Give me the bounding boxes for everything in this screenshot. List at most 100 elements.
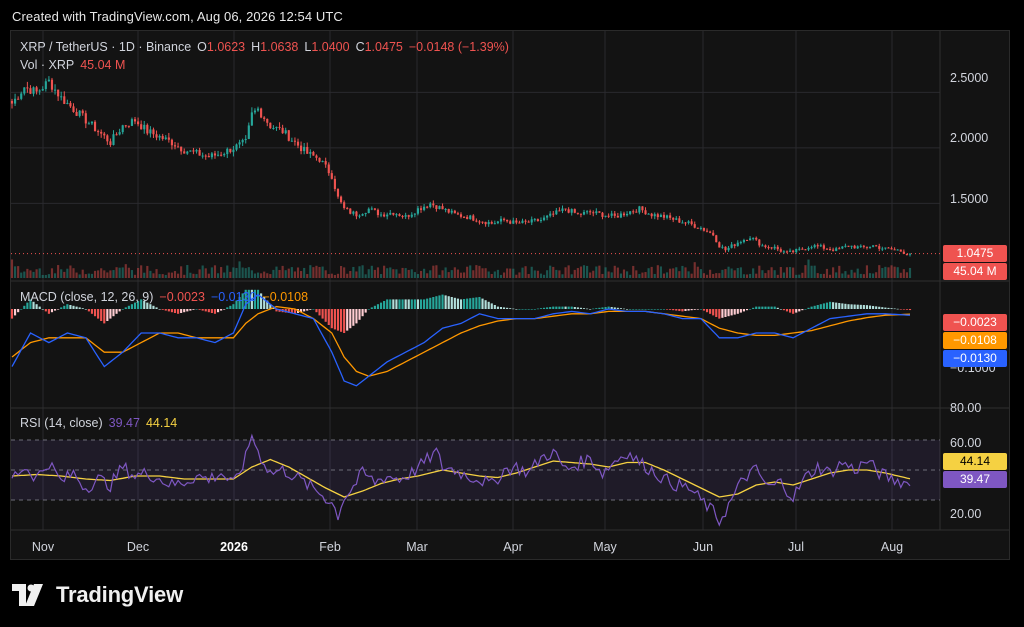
candle-body xyxy=(112,134,115,145)
volume-bar xyxy=(463,272,466,278)
candle-body xyxy=(598,211,601,213)
volume-bar xyxy=(632,265,635,278)
candle-body xyxy=(389,212,392,215)
candle-body xyxy=(69,102,72,107)
candle-body xyxy=(576,212,579,214)
volume-bar xyxy=(318,267,321,278)
candle-body xyxy=(176,146,180,148)
volume-bar xyxy=(60,269,63,278)
candle-body xyxy=(635,211,638,213)
macd-histogram-bar xyxy=(60,307,63,309)
macd-histogram-bar xyxy=(223,309,226,310)
candle-body xyxy=(17,98,20,100)
macd-histogram-bar xyxy=(592,308,595,310)
macd-histogram-bar xyxy=(100,309,103,321)
volume-bar xyxy=(429,270,432,278)
candle-body xyxy=(859,245,862,247)
macd-histogram-bar xyxy=(788,309,792,313)
volume-bar xyxy=(293,271,297,278)
tradingview-brand[interactable]: TradingView xyxy=(12,582,183,608)
macd-histogram-bar xyxy=(130,304,134,309)
volume-bar xyxy=(865,265,869,278)
volume-bar xyxy=(395,269,398,278)
candle-body xyxy=(41,88,44,91)
candle-body xyxy=(610,213,613,216)
candle-body xyxy=(235,144,238,150)
candle-body xyxy=(552,213,555,215)
x-label-aug: Aug xyxy=(880,540,904,554)
volume-bar xyxy=(481,268,484,278)
volume-bar xyxy=(90,273,94,278)
candle-body xyxy=(318,157,321,162)
volume-bar xyxy=(238,261,241,278)
volume-bar xyxy=(343,267,346,278)
volume-bar xyxy=(850,269,853,278)
candle-body xyxy=(232,149,235,153)
chart-area[interactable] xyxy=(10,30,1010,560)
volume-bar xyxy=(604,267,607,278)
volume-bar xyxy=(527,273,530,278)
candle-body xyxy=(293,140,297,142)
volume-bar xyxy=(389,267,392,278)
candle-body xyxy=(398,214,401,216)
macd-histogram-bar xyxy=(499,307,503,309)
macd-histogram-bar xyxy=(339,309,343,332)
candle-body xyxy=(124,125,127,127)
macd-histogram-bar xyxy=(847,304,850,309)
macd-histogram-bar xyxy=(57,309,60,310)
volume-bar xyxy=(542,274,546,278)
macd-histogram-bar xyxy=(736,309,739,314)
volume-bar xyxy=(641,272,644,278)
volume-bar xyxy=(841,273,844,278)
volume-bar xyxy=(582,265,586,278)
macd-histogram-bar xyxy=(647,309,650,310)
macd-histogram-bar xyxy=(859,304,862,309)
macd-histogram-bar xyxy=(792,309,795,314)
candle-body xyxy=(592,212,595,214)
volume-bar xyxy=(724,269,727,278)
macd-histogram-bar xyxy=(509,308,512,309)
macd-hist-value: −0.0023 xyxy=(159,290,205,304)
volume-bar xyxy=(383,265,386,278)
candle-body xyxy=(10,100,14,104)
volume-bar xyxy=(413,272,416,278)
volume-bar xyxy=(127,267,130,278)
macd-histogram-bar xyxy=(349,309,352,329)
candle-body xyxy=(650,213,653,217)
volume-bar xyxy=(401,267,404,278)
macd-histogram-bar xyxy=(625,309,629,310)
macd-histogram-bar xyxy=(502,307,506,309)
rsi-ma-line xyxy=(11,458,911,498)
volume-bar xyxy=(813,265,816,278)
macd-histogram-bar xyxy=(779,309,782,310)
volume-bar xyxy=(349,271,352,278)
macd-histogram-bar xyxy=(63,305,66,309)
volume-bar xyxy=(552,266,555,278)
candle-body xyxy=(29,88,32,94)
candle-body xyxy=(665,215,669,218)
macd-histogram-bar xyxy=(93,309,97,317)
candle-body xyxy=(730,244,733,248)
volume-bar xyxy=(490,273,493,278)
macd-histogram-bar xyxy=(675,309,678,311)
candle-body xyxy=(702,227,706,231)
candle-body xyxy=(582,212,586,215)
price-tick-2-0: 2.0000 xyxy=(950,131,989,145)
macd-histogram-bar xyxy=(386,299,389,309)
macd-histogram-bar xyxy=(167,309,170,312)
volume-bar xyxy=(625,271,629,278)
macd-histogram-bar xyxy=(662,309,666,310)
volume-bar xyxy=(453,267,456,278)
macd-histogram-bar xyxy=(419,299,423,309)
macd-histogram-bar xyxy=(905,309,908,310)
candle-body xyxy=(87,123,90,125)
candle-body xyxy=(392,212,395,215)
volume-bar xyxy=(629,274,632,278)
macd-histogram-bar xyxy=(506,307,509,309)
macd-histogram-bar xyxy=(346,309,349,331)
volume-bar xyxy=(730,268,733,278)
macd-histogram-bar xyxy=(312,309,315,310)
candle-body xyxy=(453,210,456,214)
candle-body xyxy=(192,150,195,152)
